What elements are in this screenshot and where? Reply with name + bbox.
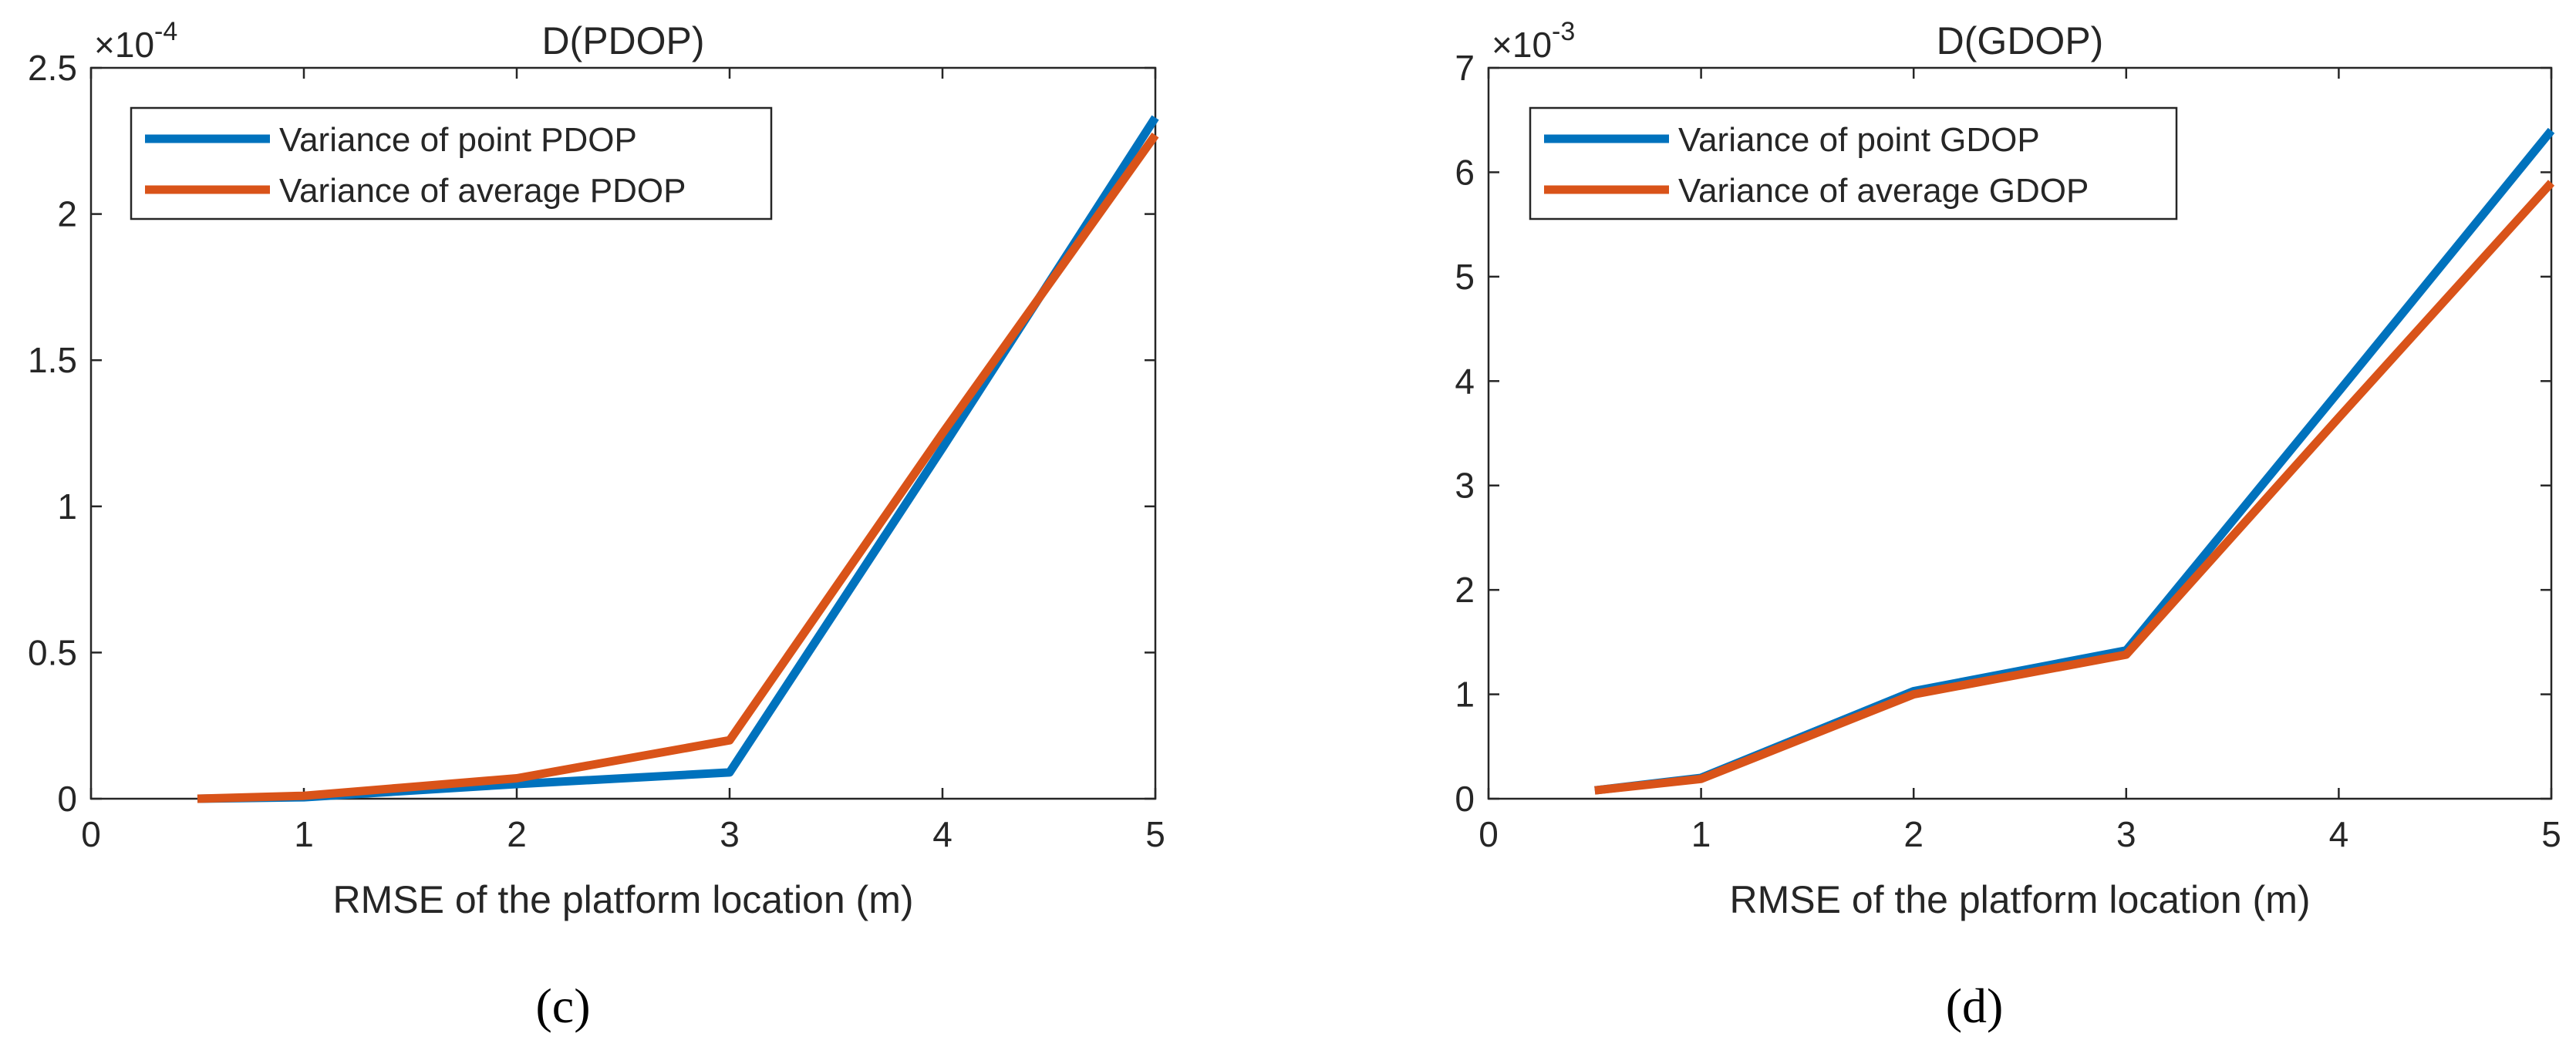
- y-tick-label: 4: [1455, 361, 1475, 401]
- y-exponent-power: -3: [1552, 17, 1575, 46]
- x-tick-label: 2: [1903, 814, 1924, 854]
- chart-panel-gdop: 0 1 2 3 4 5 0 1 2 3 4 5 6 7 ×10-3 D(GDOP) RMSE of the pl…: [1455, 17, 2561, 1033]
- panel-label: (d): [1946, 978, 2004, 1033]
- y-tick-label: 1.5: [28, 340, 77, 380]
- x-tick-label: 5: [2541, 814, 2561, 854]
- y-tick-label: 3: [1455, 466, 1475, 506]
- y-exponent-power: -4: [154, 17, 177, 46]
- legend-label-point: Variance of point PDOP: [279, 121, 637, 159]
- x-tick-label: 3: [2116, 814, 2136, 854]
- legend-label-average: Variance of average PDOP: [279, 172, 686, 210]
- x-tick-label: 3: [720, 814, 740, 854]
- y-tick-label: 6: [1455, 152, 1475, 192]
- y-tick-label: 2.5: [28, 48, 77, 88]
- y-exponent-base: ×10: [94, 25, 154, 65]
- x-tick-label: 0: [81, 814, 101, 854]
- y-tick-label: 5: [1455, 257, 1475, 297]
- legend-frame: [1529, 106, 2178, 220]
- y-tick-label: 0: [1455, 779, 1475, 819]
- x-tick-label: 4: [932, 814, 953, 854]
- legend-label-average: Variance of average GDOP: [1678, 172, 2089, 210]
- legend-label-point: Variance of point GDOP: [1678, 121, 2040, 159]
- y-tick-label: 2: [57, 194, 77, 234]
- chart-title: D(GDOP): [1937, 19, 2104, 62]
- y-tick-label: 1: [57, 486, 77, 527]
- legend: Variance of point PDOP Variance of averag…: [130, 106, 773, 220]
- chart-title: D(PDOP): [541, 19, 704, 62]
- x-tick-label: 2: [507, 814, 527, 854]
- chart-panel-pdop: 0 1 2 3 4 5 0 0.5 1 1.5 2 2.5 ×10-4 D(PDOP) RMSE of th…: [28, 17, 1165, 1033]
- y-tick-label: 2: [1455, 570, 1475, 610]
- y-exponent-multiplier: ×10-3: [1492, 17, 1575, 65]
- x-tick-label: 4: [2329, 814, 2349, 854]
- legend-frame: [130, 106, 773, 220]
- series-line-average: [1594, 180, 2555, 795]
- legend: Variance of point GDOP Variance of averag…: [1529, 106, 2178, 220]
- y-tick-label: 0: [57, 779, 77, 819]
- series-line-average: [197, 133, 1159, 803]
- y-tick-label: 1: [1455, 675, 1475, 715]
- y-tick-label: 7: [1455, 48, 1475, 88]
- x-tick-label: 1: [1691, 814, 1711, 854]
- panel-label: (c): [535, 978, 590, 1033]
- y-exponent-base: ×10: [1492, 25, 1552, 65]
- x-tick-label: 5: [1145, 814, 1165, 854]
- x-axis-label: RMSE of the platform location (m): [1729, 878, 2310, 921]
- x-axis-label: RMSE of the platform location (m): [332, 878, 913, 921]
- x-tick-label: 1: [294, 814, 314, 854]
- y-exponent-multiplier: ×10-4: [94, 17, 177, 65]
- x-tick-label: 0: [1479, 814, 1499, 854]
- y-tick-label: 0.5: [28, 632, 77, 672]
